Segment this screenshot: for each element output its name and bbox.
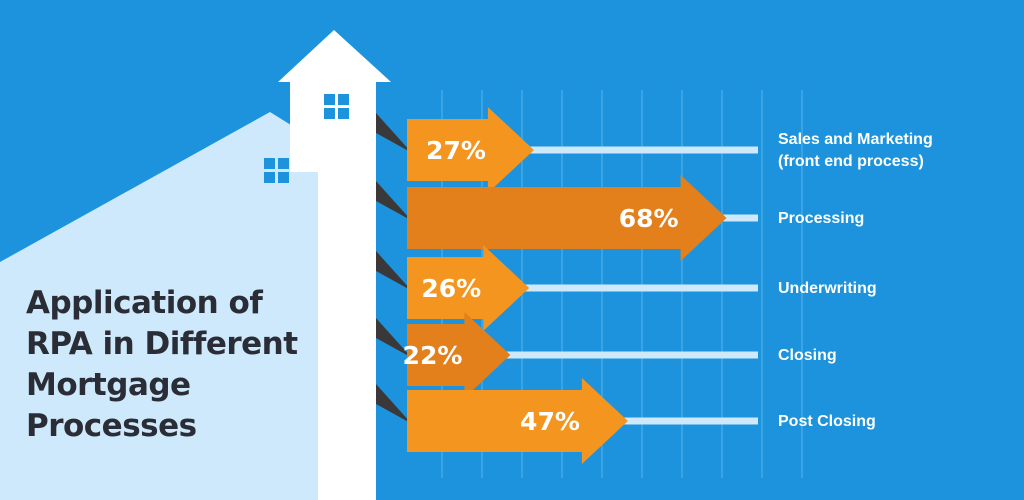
category-label: Processing: [778, 210, 864, 227]
title-line: Application of: [26, 285, 263, 321]
bar-arrow: [407, 312, 511, 398]
data-label: 68%: [619, 204, 679, 233]
title-line: Processes: [26, 408, 197, 444]
bar-arrow: [407, 378, 628, 464]
category-label: (front end process): [778, 153, 924, 170]
bar-arrows: [407, 107, 727, 464]
category-label: Closing: [778, 347, 837, 364]
bar-tracks: [506, 146, 758, 425]
data-label: 27%: [426, 136, 486, 165]
value-track: [623, 417, 758, 425]
house-illustration: [0, 30, 391, 500]
data-label: 26%: [421, 274, 481, 303]
value-track: [722, 214, 758, 222]
category-label: Underwriting: [778, 280, 877, 297]
data-label: 47%: [520, 407, 580, 436]
back-house: [0, 112, 328, 500]
category-label: Sales and Marketing: [778, 131, 933, 148]
title-line: Mortgage: [26, 367, 191, 403]
window-icon: [264, 158, 289, 183]
bar-arrow: [407, 175, 727, 261]
window-icon: [324, 94, 349, 119]
bar-labels: 27% Sales and Marketing (front end process…: [403, 131, 933, 436]
category-label: Post Closing: [778, 413, 876, 430]
data-label: 22%: [403, 341, 463, 370]
bar-arrow: [407, 245, 530, 331]
title-line: RPA in Different: [26, 326, 298, 362]
bar-arrow: [407, 107, 534, 193]
value-track: [525, 284, 758, 292]
page-title: Application of RPA in Different Mortgage…: [26, 283, 326, 447]
value-track: [506, 351, 758, 359]
front-house: [278, 30, 391, 500]
value-track: [529, 146, 758, 154]
